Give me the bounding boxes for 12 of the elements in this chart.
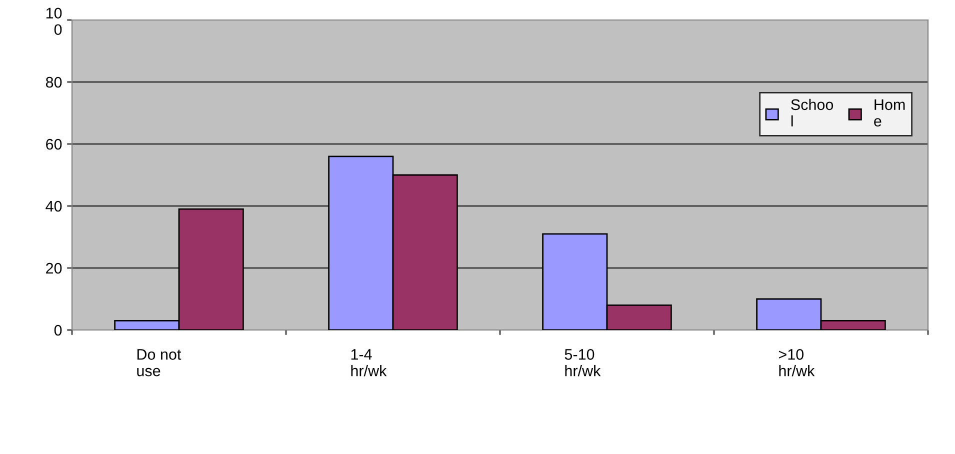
y-tick-label: 60 (46, 138, 62, 150)
legend-label: Hom e (874, 99, 905, 127)
x-tick-label: 1-4 hr/wk (351, 349, 387, 376)
y-tick-label: 40 (46, 200, 62, 212)
x-tick-label: Do not use (137, 349, 182, 376)
legend-label: Schoo l (791, 98, 834, 126)
y-tick-label: 0 (54, 324, 62, 336)
y-tick-label: 80 (46, 76, 62, 88)
y-tick-label: 10 0 (46, 8, 62, 36)
x-tick-label: 5-10 hr/wk (564, 349, 601, 376)
y-tick-label: 20 (46, 262, 62, 274)
x-tick-label: >10 hr/wk (778, 349, 815, 376)
